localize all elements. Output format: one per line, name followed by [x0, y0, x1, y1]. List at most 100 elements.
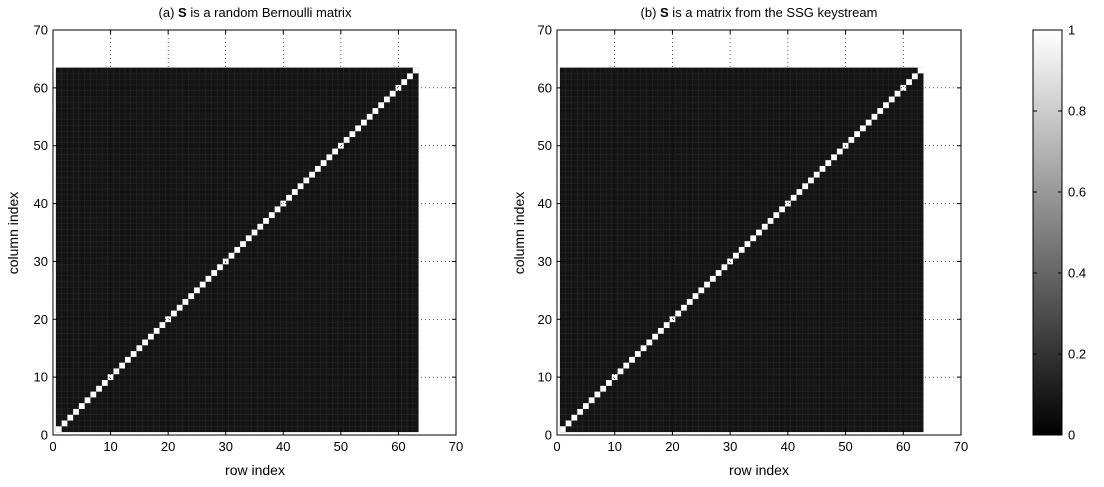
x-tick-label: 30: [723, 439, 737, 454]
diagonal-cell: [750, 235, 757, 242]
x-tick-label: 40: [781, 439, 795, 454]
diagonal-cell: [182, 299, 189, 305]
diagonal-cell: [634, 351, 641, 357]
y-tick-label: 0: [41, 428, 48, 443]
diagonal-cell: [721, 264, 728, 271]
diagonal-cell: [911, 73, 918, 80]
diagonal-cell: [669, 316, 676, 323]
panel-a-title: (a) S is a random Bernoulli matrix: [159, 5, 352, 20]
diagonal-cell: [640, 345, 647, 352]
diagonal-cell: [559, 426, 566, 433]
diagonal-cell: [113, 368, 120, 375]
diagonal-cell: [291, 189, 298, 195]
diagonal-cell: [314, 165, 321, 172]
x-tick-label: 10: [607, 439, 621, 454]
diagonal-cell: [813, 171, 820, 178]
colorbar: 0 0.2 0.4 0.6 0.8 1: [1032, 23, 1086, 443]
diagonal-cell: [147, 333, 154, 340]
diagonal-cell: [658, 327, 664, 334]
diagonal-cell: [831, 154, 837, 161]
diagonal-cell: [407, 73, 413, 80]
diagonal-cell: [582, 403, 589, 409]
diagonal-cell: [280, 200, 287, 207]
diagonal-cell: [245, 235, 252, 242]
diagonal-cell: [767, 218, 774, 224]
diagonal-cell: [744, 241, 751, 247]
y-tick-label: 50: [34, 138, 48, 153]
diagonal-cell: [176, 304, 183, 311]
y-tick-label: 70: [34, 23, 48, 38]
diagonal-cell: [756, 229, 762, 236]
colorbar-tick-label: 0.2: [1068, 347, 1086, 362]
y-tick-label: 40: [34, 196, 48, 211]
x-tick-label: 50: [838, 439, 852, 454]
diagonal-cell: [709, 275, 716, 282]
colorbar-tick-label: 1: [1068, 23, 1075, 38]
colorbar-tick-label: 0.4: [1068, 266, 1086, 281]
diagonal-cell: [171, 310, 177, 317]
colorbar-tick-label: 0: [1068, 428, 1075, 443]
panel-b: (b) S is a matrix from the SSG keystream…: [511, 5, 968, 478]
diagonal-cell: [883, 102, 889, 109]
panel-a-diagonal: [55, 67, 419, 433]
diagonal-cell: [727, 258, 734, 265]
diagonal-cell: [286, 194, 292, 201]
panel-a-x-label: row index: [225, 462, 285, 478]
diagonal-cell: [652, 333, 658, 340]
y-tick-label: 10: [34, 370, 48, 385]
x-tick-label: 40: [276, 439, 290, 454]
panel-a-frame: [52, 29, 457, 436]
x-tick-label: 10: [103, 439, 117, 454]
colorbar-tick-label: 0.6: [1068, 185, 1086, 200]
diagonal-cell: [119, 362, 125, 369]
panel-a: (a) S is a random Bernoulli matrix row i…: [5, 5, 463, 478]
diagonal-cell: [738, 246, 745, 253]
diagonal-cell: [78, 403, 85, 409]
diagonal-cell: [205, 275, 212, 282]
diagonal-cell: [384, 96, 390, 103]
diagonal-cell: [142, 339, 148, 346]
panel-b-y-label: column index: [511, 192, 527, 275]
x-tick-label: 30: [218, 439, 232, 454]
diagonal-cell: [877, 108, 884, 114]
diagonal-cell: [165, 316, 172, 323]
diagonal-cell: [588, 397, 595, 404]
diagonal-cell: [571, 414, 578, 421]
diagonal-cell: [854, 131, 860, 138]
diagonal-cell: [848, 137, 855, 143]
diagonal-cell: [153, 327, 160, 334]
colorbar-bar: [1032, 29, 1063, 436]
diagonal-cell: [681, 304, 687, 311]
diagonal-cell: [675, 310, 682, 317]
diagonal-cell: [565, 420, 572, 427]
diagonal-cell: [600, 385, 607, 392]
diagonal-cell: [130, 351, 137, 357]
diagonal-cell: [378, 102, 385, 109]
diagonal-cell: [692, 293, 699, 300]
diagonal-cell: [61, 420, 68, 427]
y-tick-label: 50: [538, 138, 552, 153]
diagonal-cell: [326, 154, 333, 161]
diagonal-cell: [617, 368, 624, 375]
diagonal-cell: [784, 200, 791, 207]
diagonal-cell: [611, 374, 618, 381]
diagonal-cell: [606, 380, 612, 386]
panel-b-grid: [557, 30, 961, 435]
diagonal-cell: [663, 322, 670, 328]
x-tick-label: 0: [553, 439, 560, 454]
diagonal-cell: [228, 252, 235, 259]
x-tick-label: 20: [665, 439, 679, 454]
y-tick-label: 30: [34, 254, 48, 269]
diagonal-cell: [389, 90, 396, 97]
diagonal-cell: [124, 356, 131, 363]
diagonal-cell: [343, 137, 350, 143]
diagonal-cell: [67, 414, 74, 421]
diagonal-cell: [199, 281, 206, 288]
x-tick-label: 70: [954, 439, 968, 454]
diagonal-cell: [90, 391, 97, 398]
diagonal-cell: [686, 299, 693, 305]
x-tick-label: 0: [49, 439, 56, 454]
diagonal-cell: [894, 90, 901, 97]
diagonal-cell: [55, 426, 62, 433]
colorbar-tick-label: 0.8: [1068, 104, 1086, 119]
